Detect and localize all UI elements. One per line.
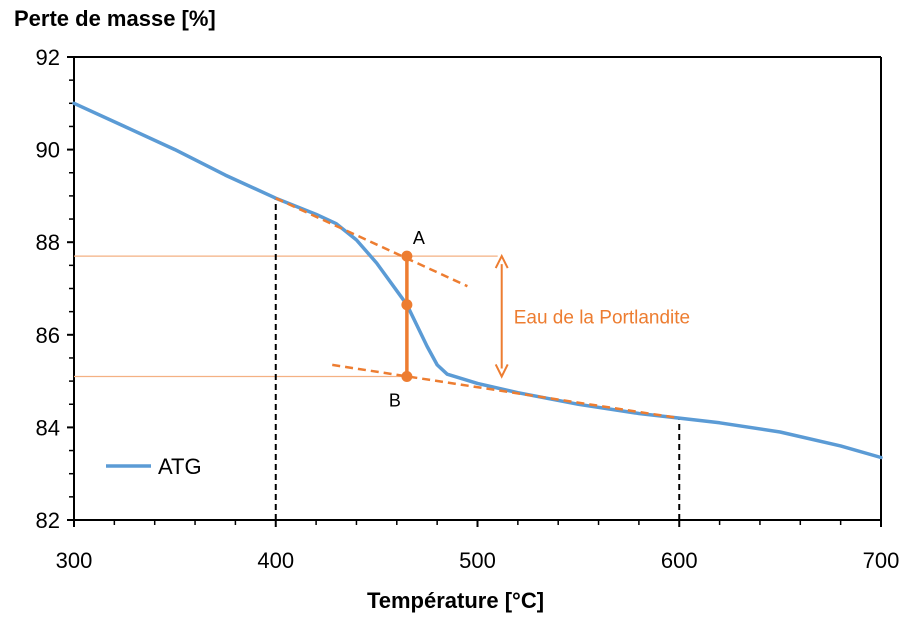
legend-label-atg: ATG [158,454,202,479]
arrow-label: Eau de la Portlandite [514,307,690,328]
tangent-lower [332,363,680,420]
point-mid [401,299,413,311]
point-b [401,370,413,382]
y-tick-label: 84 [36,415,60,440]
x-axis-title: Température [°C] [366,588,545,613]
legend: ATG [106,454,202,479]
axes-layer: 300 400 500 600 700 82 84 86 88 90 92 [36,45,900,573]
point-a [401,250,413,262]
series-layer [72,101,883,460]
y-tick-label: 86 [36,323,60,348]
annotation-layer-front: A B Eau de la Portlandite [275,197,690,420]
y-tick-label: 90 [36,138,60,163]
x-tick-label: 600 [661,548,698,573]
x-tick-label: 400 [257,548,294,573]
label-a: A [413,228,425,248]
arrow-head-bottom [494,364,509,379]
y-tick-label: 88 [36,230,60,255]
x-tick-label: 700 [863,548,900,573]
x-tick-label: 300 [56,548,93,573]
y-axis-title: Perte de masse [%] [14,6,216,31]
arrow-head-top [494,253,509,269]
tangent-upper [275,197,468,288]
x-tick-label: 500 [459,548,496,573]
series-line-atg [72,101,883,460]
y-tick-label: 82 [36,508,60,533]
annotation-layer-back [74,198,681,520]
y-tick-label: 92 [36,45,60,70]
label-b: B [389,390,401,410]
